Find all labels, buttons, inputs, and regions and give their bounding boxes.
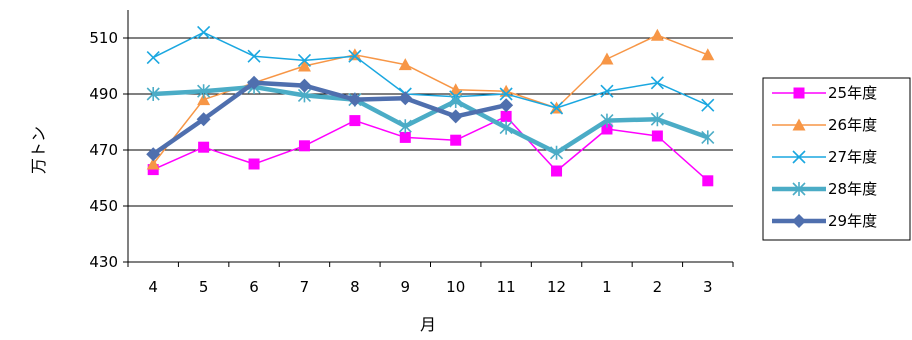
legend-label-3: 28年度 [828, 180, 877, 198]
x-tick-label-3: 3 [703, 278, 713, 296]
data-point-3-8 [549, 145, 564, 160]
data-point-1-10 [650, 28, 664, 41]
legend: 25年度 26年度 27年度 28年度 29年度 [762, 77, 911, 241]
data-point-4-4 [347, 92, 362, 107]
data-point-0-0 [147, 164, 159, 176]
data-point-0-2 [248, 158, 260, 170]
data-point-2-1 [197, 25, 211, 39]
data-point-2-11 [701, 98, 715, 112]
x-tick-label-9: 9 [401, 278, 411, 296]
data-point-4-7 [499, 98, 514, 113]
data-point-1-11 [701, 48, 715, 61]
x-tick-label-1: 1 [602, 278, 612, 296]
data-point-0-3 [298, 140, 310, 152]
legend-label-0: 25年度 [828, 84, 877, 102]
x-tick-label-10: 10 [446, 278, 465, 296]
series-line-4 [151, 80, 507, 157]
data-point-1-3 [297, 59, 311, 72]
data-point-3-5 [398, 119, 412, 134]
data-point-1-6 [449, 83, 463, 96]
data-point-4-2 [247, 75, 262, 90]
legend-marker-3 [792, 182, 806, 196]
series-line-0 [152, 115, 709, 182]
legend-marker-4 [792, 214, 806, 228]
data-point-4-0 [146, 147, 161, 162]
data-point-0-6 [450, 134, 462, 146]
data-point-3-1 [197, 84, 211, 99]
legend-marker-1 [792, 118, 806, 131]
data-point-0-9 [601, 123, 613, 135]
grid-lines [128, 37, 733, 207]
data-point-3-6 [449, 94, 463, 108]
data-point-0-10 [651, 130, 663, 142]
x-tick-label-5: 5 [199, 278, 209, 296]
data-point-1-5 [398, 58, 412, 71]
data-point-2-8 [549, 101, 564, 115]
series-4 [146, 75, 514, 162]
y-axis-label: 万トン [29, 126, 48, 174]
legend-box [762, 77, 911, 241]
x-tick-label-8: 8 [350, 278, 360, 296]
data-point-3-9 [600, 113, 614, 128]
data-point-4-5 [398, 91, 413, 106]
y-tick-label-510: 510 [89, 29, 118, 47]
data-point-4-1 [196, 112, 211, 127]
data-point-1-1 [197, 93, 211, 106]
data-point-0-7 [500, 110, 512, 122]
data-point-0-1 [198, 141, 210, 153]
legend-label-1: 26年度 [828, 116, 877, 134]
data-point-2-0 [146, 51, 160, 65]
data-point-2-9 [600, 84, 614, 98]
data-point-1-9 [600, 52, 614, 65]
data-point-2-10 [650, 76, 664, 90]
legend-marker-2 [792, 150, 806, 164]
data-point-2-2 [247, 49, 261, 63]
data-point-3-10 [650, 112, 664, 127]
series-layer [146, 25, 715, 187]
series-0 [147, 110, 714, 187]
y-tick-label-470: 470 [89, 141, 118, 159]
data-point-0-5 [399, 131, 411, 143]
y-tick-label-430: 430 [89, 253, 118, 271]
data-point-2-7 [499, 87, 513, 101]
x-tick-label-2: 2 [653, 278, 663, 296]
y-tick-label-450: 450 [89, 197, 118, 215]
data-point-4-3 [297, 78, 312, 93]
legend-label-2: 27年度 [828, 148, 877, 166]
data-point-0-8 [551, 165, 563, 177]
series-line-1 [152, 34, 709, 165]
x-tick-label-4: 4 [148, 278, 158, 296]
data-point-1-0 [146, 157, 160, 170]
y-tick-label-490: 490 [89, 85, 118, 103]
series-line-2 [152, 31, 709, 109]
legend-marker-0 [793, 87, 805, 99]
data-point-2-4 [348, 49, 362, 63]
data-point-4-6 [448, 109, 463, 124]
x-axis-label: 月 [420, 315, 436, 334]
data-point-3-7 [499, 120, 513, 135]
legend-label-4: 29年度 [828, 212, 877, 230]
x-tick-label-6: 6 [249, 278, 259, 296]
series-3 [146, 80, 715, 160]
data-point-3-0 [146, 87, 160, 101]
data-point-2-3 [297, 53, 312, 67]
data-point-0-4 [349, 115, 361, 127]
x-tick-label-12: 12 [547, 278, 566, 296]
data-point-1-4 [348, 48, 362, 61]
data-point-3-11 [701, 130, 715, 145]
data-point-0-11 [702, 175, 714, 187]
x-tick-label-7: 7 [300, 278, 310, 296]
x-tick-label-11: 11 [497, 278, 516, 296]
